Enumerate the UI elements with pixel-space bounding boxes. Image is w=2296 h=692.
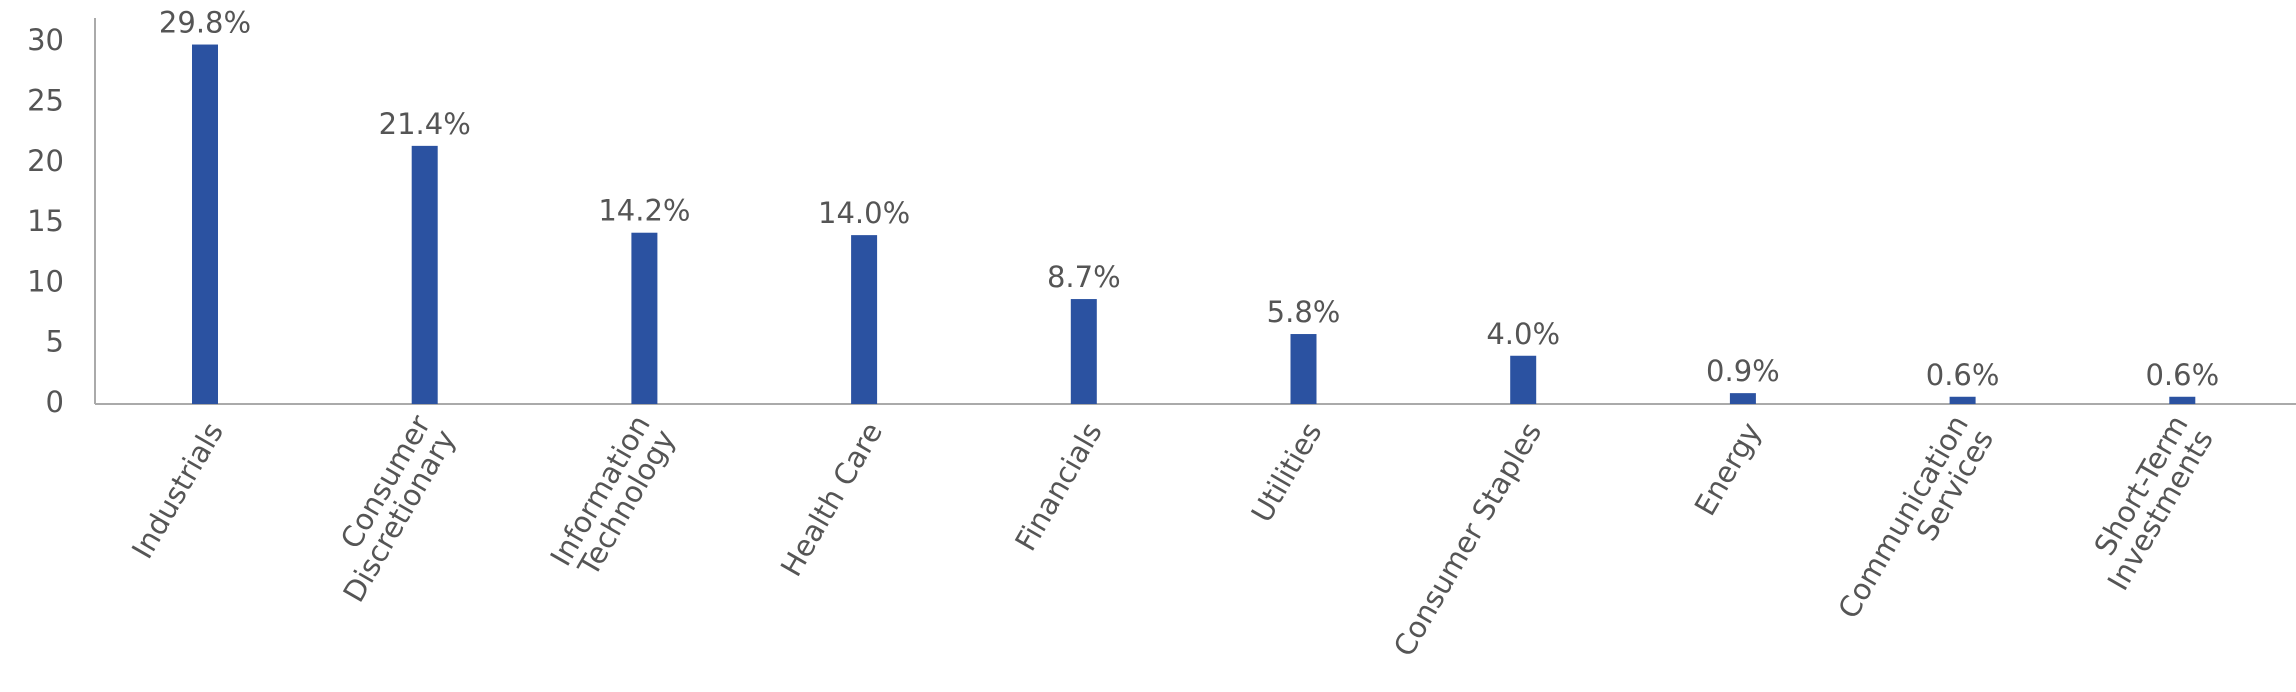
bar xyxy=(192,44,218,404)
bar xyxy=(1949,396,1976,404)
bar xyxy=(1729,393,1756,404)
bar xyxy=(2169,396,2196,404)
bar xyxy=(1510,355,1537,404)
value-label: 0.6% xyxy=(1926,358,2000,392)
value-label: 4.0% xyxy=(1486,317,1560,351)
x-tick-label: Industrials xyxy=(125,417,230,565)
y-tick-label: 20 xyxy=(27,144,64,178)
x-tick-label: Utilities xyxy=(1244,417,1328,529)
x-tick-label: InformationTechnology xyxy=(543,409,681,586)
x-tick-label: CommunicationServices xyxy=(1831,409,2000,638)
y-tick-label: 0 xyxy=(46,385,64,419)
bar xyxy=(1290,334,1317,404)
y-tick-label: 25 xyxy=(27,83,64,117)
y-tick-label: 30 xyxy=(27,23,64,57)
x-tick-label: Health Care xyxy=(774,417,889,583)
x-tick-label: Energy xyxy=(1688,417,1768,522)
x-tick-label: Financials xyxy=(1008,417,1108,557)
value-label: 8.7% xyxy=(1047,260,1121,294)
bar xyxy=(631,232,658,404)
value-label: 21.4% xyxy=(379,107,471,141)
y-tick-label: 5 xyxy=(46,325,64,359)
value-label: 14.0% xyxy=(818,196,910,230)
value-label: 14.2% xyxy=(598,194,690,228)
y-tick-label: 15 xyxy=(27,204,64,238)
x-tick-label: Short-TermInvestments xyxy=(2076,409,2220,596)
value-label: 29.8% xyxy=(159,6,251,40)
x-tick-label: Consumer Staples xyxy=(1387,417,1548,663)
bar xyxy=(1070,299,1097,404)
y-tick-label: 10 xyxy=(27,264,64,298)
bar xyxy=(851,235,878,404)
bar xyxy=(411,145,438,405)
value-label: 0.6% xyxy=(2145,358,2219,392)
value-label: 0.9% xyxy=(1706,354,1780,388)
value-label: 5.8% xyxy=(1267,295,1341,329)
x-tick-label: ConsumerDiscretionary xyxy=(311,409,462,608)
